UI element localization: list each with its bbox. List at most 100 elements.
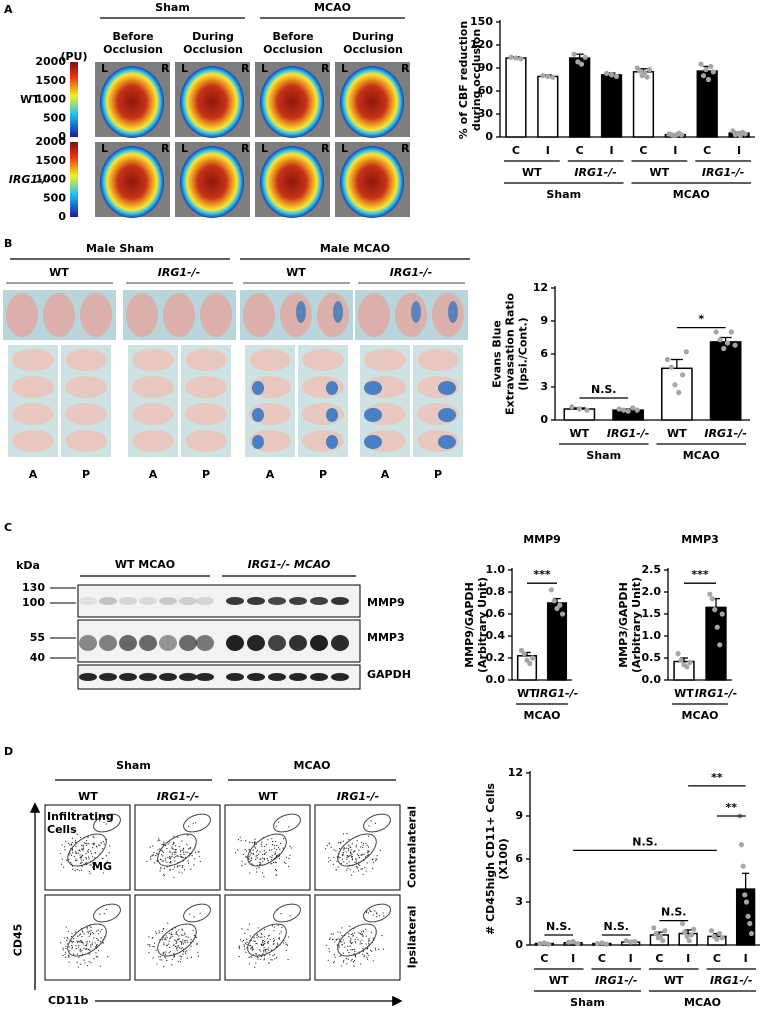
event-dot: [184, 952, 187, 954]
event-dot: [263, 850, 266, 852]
event-dot: [344, 946, 346, 948]
data-point: [748, 930, 755, 937]
data-point: [557, 602, 563, 608]
data-point: [688, 932, 695, 938]
event-dot: [262, 953, 264, 955]
brain-slice: [185, 349, 227, 371]
event-dot: [258, 935, 260, 938]
event-dot: [238, 955, 240, 958]
flow-plot: [314, 894, 401, 981]
event-dot: [180, 948, 182, 950]
event-dot: [275, 874, 277, 876]
data-point: [713, 329, 719, 335]
event-dot: [159, 839, 161, 841]
event-dot: [163, 951, 165, 953]
event-dot: [180, 942, 183, 944]
hemisphere-label: R: [161, 62, 170, 75]
event-dot: [175, 932, 177, 934]
data-point: [508, 54, 514, 60]
dye-stain: [364, 435, 382, 449]
event-dot: [88, 856, 90, 858]
event-dot: [285, 856, 288, 858]
event-dot: [77, 946, 79, 948]
event-dot: [82, 846, 84, 848]
blot-band: [331, 635, 349, 651]
condition-header: Sham: [116, 759, 151, 772]
event-dot: [89, 873, 91, 875]
genotype-label: IRG1-/-: [9, 173, 51, 186]
event-dot: [65, 926, 67, 928]
event-dot: [289, 854, 291, 856]
y-tick-label: 6: [540, 347, 548, 360]
event-dot: [338, 847, 341, 850]
event-dot: [346, 949, 349, 951]
event-dot: [362, 873, 364, 876]
event-dot: [90, 864, 92, 866]
event-dot: [248, 956, 250, 959]
event-dot: [263, 959, 265, 961]
event-dot: [372, 867, 374, 870]
event-dot: [173, 866, 176, 868]
event-dot: [259, 950, 262, 952]
hemisphere-label: R: [401, 62, 410, 75]
event-dot: [343, 848, 345, 850]
data-point: [676, 389, 682, 396]
data-point: [684, 664, 690, 670]
event-dot: [370, 949, 372, 951]
blot-band: [226, 673, 244, 681]
whole-brain: [80, 293, 112, 337]
event-dot: [341, 965, 343, 967]
data-point: [719, 935, 725, 941]
event-dot: [174, 853, 176, 855]
event-dot: [87, 836, 89, 838]
event-dot: [167, 857, 169, 859]
event-dot: [81, 930, 84, 932]
event-dot: [332, 933, 334, 935]
event-dot: [262, 944, 265, 946]
event-dot: [87, 931, 89, 933]
event-dot: [175, 942, 177, 944]
event-dot: [351, 942, 353, 944]
event-dot: [252, 853, 254, 855]
event-dot: [251, 956, 253, 958]
event-dot: [257, 927, 259, 929]
group-label: MCAO: [524, 709, 561, 722]
event-dot: [279, 848, 281, 850]
event-dot: [256, 868, 258, 870]
event-dot: [198, 856, 200, 858]
event-dot: [108, 852, 110, 854]
event-dot: [251, 841, 253, 844]
event-dot: [78, 934, 81, 936]
event-dot: [351, 948, 353, 951]
protein-label: MMP9: [367, 596, 405, 609]
event-dot: [256, 936, 258, 938]
event-dot: [256, 934, 258, 937]
x-tick-label: C: [576, 144, 584, 157]
data-point: [714, 936, 720, 942]
event-dot: [348, 933, 350, 935]
event-dot: [244, 856, 247, 858]
panel-label: B: [4, 237, 12, 250]
event-dot: [272, 861, 275, 864]
event-dot: [256, 942, 258, 945]
event-dot: [90, 946, 92, 948]
event-dot: [378, 948, 380, 950]
significance-label: **: [725, 801, 737, 814]
event-dot: [341, 941, 343, 943]
event-dot: [279, 933, 281, 935]
genotype-label: WT: [258, 790, 278, 803]
gate: [183, 813, 211, 833]
event-dot: [177, 960, 180, 962]
event-dot: [83, 947, 85, 950]
event-dot: [173, 841, 175, 843]
event-dot: [351, 874, 353, 876]
event-dot: [262, 854, 264, 856]
chart-title: MMP3: [681, 533, 719, 546]
event-dot: [103, 843, 105, 845]
event-dot: [147, 944, 149, 946]
event-dot: [352, 961, 355, 963]
event-dot: [379, 849, 381, 852]
event-dot: [354, 850, 356, 852]
y-tick-label: 1.0: [642, 629, 662, 642]
event-dot: [182, 939, 184, 941]
